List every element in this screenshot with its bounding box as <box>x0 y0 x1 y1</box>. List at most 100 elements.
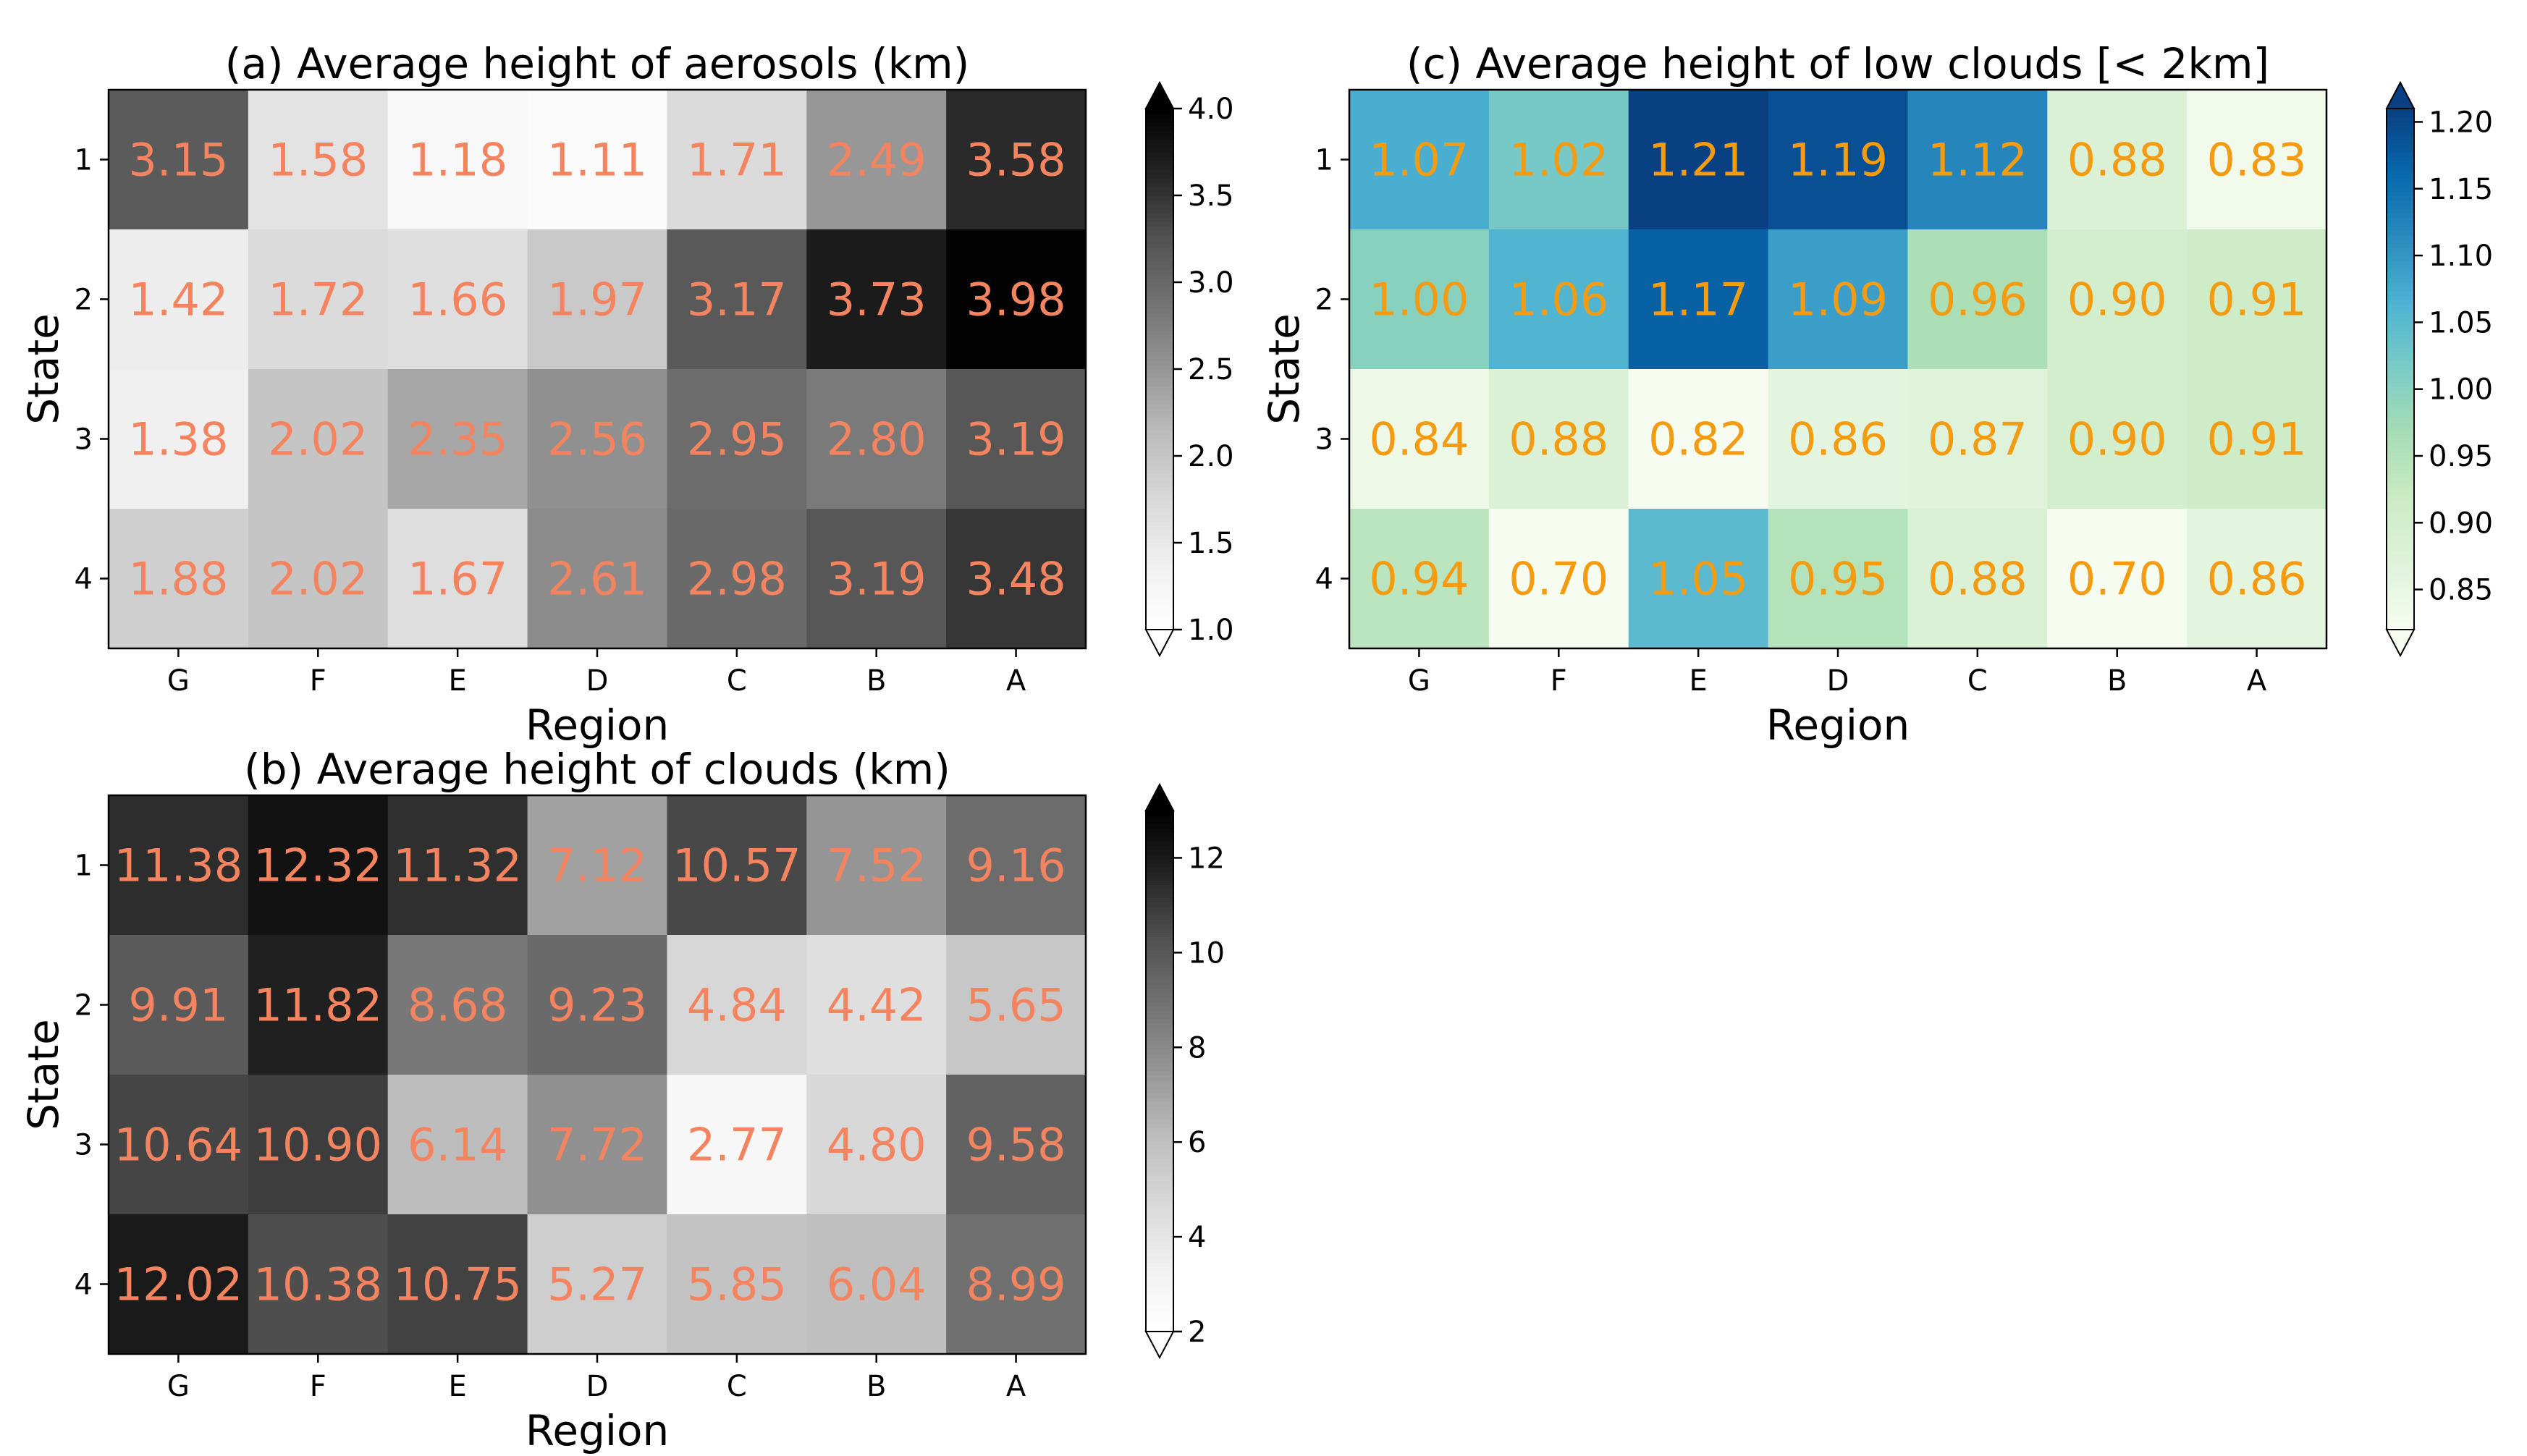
colorbar-segment <box>1146 1188 1173 1193</box>
colorbar-segment <box>1146 1266 1173 1271</box>
cell-value-label: 0.70 <box>2067 553 2167 606</box>
colorbar-segment <box>1146 845 1173 850</box>
colorbar-segment <box>1146 1193 1173 1198</box>
colorbar-segment <box>2387 347 2414 352</box>
colorbar-segment <box>1146 971 1173 976</box>
colorbar-segment <box>1146 426 1173 431</box>
colorbar-segment <box>2387 130 2414 135</box>
colorbar-segment <box>1146 130 1173 135</box>
colorbar-segment <box>1146 334 1173 339</box>
heatmap-cell <box>1768 509 1909 649</box>
colorbar-segment <box>1146 447 1173 452</box>
heatmap-cell <box>1907 509 2048 649</box>
heatmap-cell <box>527 229 668 370</box>
colorbar-segment <box>1146 621 1173 626</box>
heatmap-cell <box>1488 369 1629 509</box>
colorbar-segment <box>1146 517 1173 522</box>
cell-value-label: 0.86 <box>1788 413 1888 466</box>
heatmap-cell <box>667 229 807 370</box>
colorbar-segment <box>1146 195 1173 200</box>
colorbar-segment <box>2387 478 2414 483</box>
cell-value-label: 11.38 <box>114 839 243 892</box>
cell-value-label: 1.38 <box>128 413 228 466</box>
colorbar-segment <box>1146 313 1173 318</box>
heatmap-cell <box>1628 369 1769 509</box>
heatmap-cell <box>387 1075 528 1215</box>
colorbar-segment <box>1146 1058 1173 1063</box>
colorbar-segment <box>1146 1167 1173 1172</box>
colorbar-segment <box>1146 391 1173 396</box>
colorbar-segment <box>1146 1314 1173 1319</box>
colorbar-segment <box>1146 1175 1173 1180</box>
colorbar-segment <box>1146 824 1173 829</box>
cell-value-label: 2.95 <box>687 413 787 466</box>
colorbar-segment <box>1146 482 1173 487</box>
colorbar-segment <box>1146 148 1173 153</box>
colorbar-segment <box>2387 135 2414 140</box>
colorbar-segment <box>1146 1119 1173 1124</box>
colorbar-segment <box>1146 339 1173 344</box>
colorbar-segment <box>1146 884 1173 889</box>
colorbar-segment <box>1146 1123 1173 1128</box>
cell-value-label: 1.09 <box>1788 274 1888 326</box>
colorbar-segment <box>2387 126 2414 131</box>
colorbar-segment <box>1146 1219 1173 1224</box>
colorbar-segment <box>1146 386 1173 391</box>
colorbar-segment <box>1146 586 1173 591</box>
cell-value-label: 10.57 <box>672 839 801 892</box>
heatmap-cell <box>806 1075 947 1215</box>
heatmap-cell <box>1768 229 1909 370</box>
colorbar-segment <box>2387 122 2414 127</box>
cell-value-label: 3.48 <box>966 553 1066 606</box>
colorbar-segment <box>2387 386 2414 391</box>
cell-value-label: 0.94 <box>1369 553 1469 606</box>
colorbar-segment <box>1146 1288 1173 1293</box>
colorbar-segment <box>2387 143 2414 148</box>
colorbar-segment <box>1146 504 1173 509</box>
colorbar-segment <box>1146 395 1173 400</box>
colorbar-tick-label: 1.10 <box>2429 240 2493 273</box>
heatmap-cell <box>946 90 1087 230</box>
cell-value-label: 9.23 <box>547 979 647 1032</box>
colorbar-segment <box>2387 217 2414 222</box>
colorbar-segment <box>2387 282 2414 287</box>
colorbar-segment <box>1146 256 1173 261</box>
heatmap-cell <box>806 795 947 936</box>
colorbar-segment <box>1146 1088 1173 1093</box>
y-axis-label: State <box>1260 313 1309 425</box>
colorbar-segment <box>2387 460 2414 465</box>
colorbar-segment <box>1146 356 1173 361</box>
colorbar-segment <box>1146 465 1173 470</box>
colorbar-segment <box>2387 369 2414 374</box>
heatmap-cell <box>946 229 1087 370</box>
y-tick-label: 2 <box>75 989 93 1023</box>
colorbar-segment <box>1146 243 1173 248</box>
cell-value-label: 0.84 <box>1369 413 1469 466</box>
colorbar-segment <box>1146 625 1173 630</box>
colorbar-segment <box>1146 945 1173 950</box>
colorbar-segment <box>1146 278 1173 283</box>
colorbar-tick-label: 4.0 <box>1188 93 1234 126</box>
colorbar-segment <box>2387 161 2414 166</box>
colorbar-segment <box>1146 117 1173 122</box>
colorbar-segment <box>1146 1110 1173 1115</box>
colorbar-segment <box>1146 556 1173 561</box>
colorbar-segment <box>1146 595 1173 600</box>
colorbar-segment <box>2387 274 2414 279</box>
colorbar-segment <box>1146 412 1173 418</box>
colorbar-segment <box>1146 1214 1173 1219</box>
cell-value-label: 3.19 <box>827 553 927 606</box>
cell-value-label: 10.64 <box>114 1119 243 1172</box>
cell-value-label: 0.88 <box>1509 413 1608 466</box>
colorbar-segment <box>1146 850 1173 855</box>
colorbar-segment <box>1146 949 1173 955</box>
colorbar-segment <box>2387 339 2414 344</box>
colorbar-segment <box>2387 182 2414 187</box>
chart-title: (a) Average height of aerosols (km) <box>225 39 970 88</box>
colorbar-segment <box>1146 352 1173 357</box>
colorbar-segment <box>1146 530 1173 535</box>
colorbar-segment <box>1146 936 1173 941</box>
x-tick-label: F <box>310 664 326 698</box>
colorbar-segment <box>2387 582 2414 587</box>
colorbar-segment <box>1146 178 1173 183</box>
